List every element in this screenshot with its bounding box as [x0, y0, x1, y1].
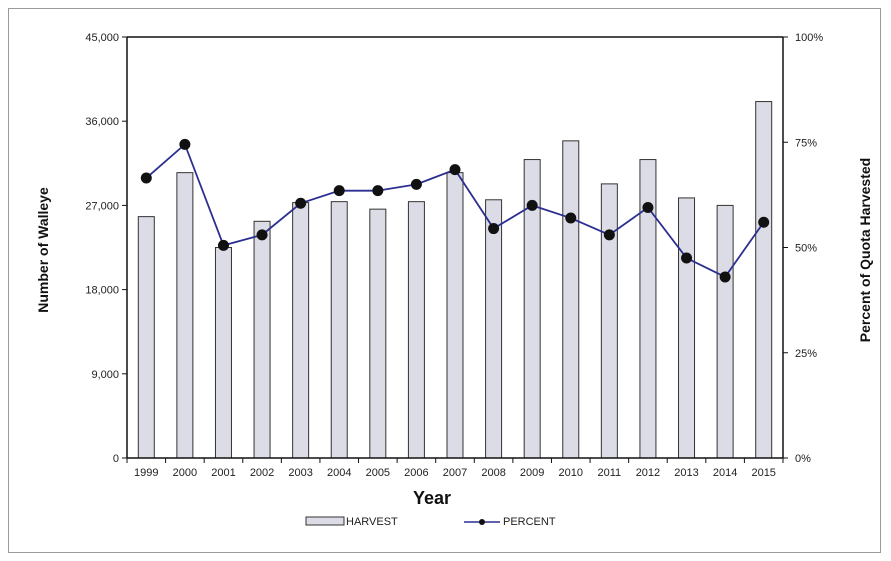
left-tick-label: 18,000 — [85, 285, 119, 297]
percent-point — [256, 229, 268, 241]
x-tick-label: 2010 — [559, 467, 583, 479]
x-tick-label: 2011 — [598, 467, 622, 479]
x-tick-label: 2013 — [674, 467, 698, 479]
right-axis-title: Percent of Quota Harvested — [857, 158, 873, 342]
left-tick-label: 45,000 — [85, 32, 119, 44]
x-tick-label: 2007 — [443, 467, 467, 479]
x-tick-label: 2003 — [288, 467, 312, 479]
harvest-bar — [214, 247, 232, 459]
x-tick-label: 2008 — [481, 467, 505, 479]
right-axis-ticks: 0% 25% 50% 75% 100% — [783, 32, 823, 465]
harvest-bar — [292, 202, 310, 459]
percent-point — [295, 197, 307, 209]
percent-point — [410, 178, 422, 190]
x-tick-label: 2012 — [636, 467, 660, 479]
x-tick-label: 2005 — [366, 467, 390, 479]
percent-point — [372, 185, 384, 197]
left-tick-label: 0 — [113, 453, 119, 465]
left-axis-ticks: 0 9,000 18,000 27,000 36,000 45,000 — [85, 32, 127, 465]
left-tick-label: 36,000 — [85, 116, 119, 128]
right-tick-label: 0% — [795, 453, 811, 465]
harvest-bar — [485, 199, 503, 459]
x-tick-label: 2004 — [327, 467, 351, 479]
harvest-bar — [330, 201, 348, 459]
right-tick-label: 75% — [795, 137, 817, 149]
harvest-bar — [755, 101, 773, 459]
harvest-bar — [562, 140, 580, 459]
legend-percent-marker — [479, 519, 485, 525]
left-tick-label: 9,000 — [91, 369, 119, 381]
harvest-bar — [446, 172, 464, 459]
right-tick-label: 100% — [795, 32, 823, 44]
percent-point — [681, 252, 693, 264]
percent-point — [488, 223, 500, 235]
percent-point — [179, 138, 191, 150]
percent-point — [603, 229, 615, 241]
right-tick-label: 25% — [795, 348, 817, 360]
x-tick-label: 2015 — [751, 467, 775, 479]
harvest-bar — [678, 197, 696, 459]
harvest-bar — [176, 172, 194, 459]
harvest-bar — [253, 220, 271, 459]
percent-point — [642, 202, 654, 214]
harvest-bar — [716, 204, 734, 459]
legend-harvest-label: HARVEST — [346, 516, 398, 528]
x-tick-label: 2006 — [404, 467, 428, 479]
x-axis-ticks: 1999 2000 2001 2002 2003 2004 2005 2006 2007 2008… — [126, 458, 784, 479]
percent-point — [333, 185, 345, 197]
x-tick-label: 2002 — [250, 467, 274, 479]
x-tick-label: 1999 — [134, 467, 158, 479]
percent-point — [719, 271, 731, 283]
harvest-bars — [137, 101, 773, 459]
harvest-bar — [407, 201, 425, 459]
percent-point — [758, 216, 770, 228]
legend-percent-label: PERCENT — [503, 516, 556, 528]
x-tick-label: 2001 — [211, 467, 235, 479]
percent-point — [526, 199, 538, 211]
percent-line — [140, 138, 770, 283]
x-tick-label: 2014 — [713, 467, 737, 479]
legend: HARVEST PERCENT — [305, 516, 556, 528]
percent-point — [449, 164, 461, 176]
x-tick-label: 2000 — [173, 467, 197, 479]
harvest-bar — [600, 183, 618, 459]
right-tick-label: 50% — [795, 243, 817, 255]
x-axis-title: Year — [413, 488, 451, 508]
percent-point — [217, 239, 229, 251]
x-tick-label: 2009 — [520, 467, 544, 479]
legend-harvest-swatch — [305, 516, 345, 526]
percent-point — [140, 172, 152, 184]
harvest-bar — [137, 216, 155, 459]
harvest-bar — [369, 208, 387, 459]
percent-point — [565, 212, 577, 224]
left-tick-label: 27,000 — [85, 200, 119, 212]
left-axis-title: Number of Walleye — [35, 187, 51, 313]
